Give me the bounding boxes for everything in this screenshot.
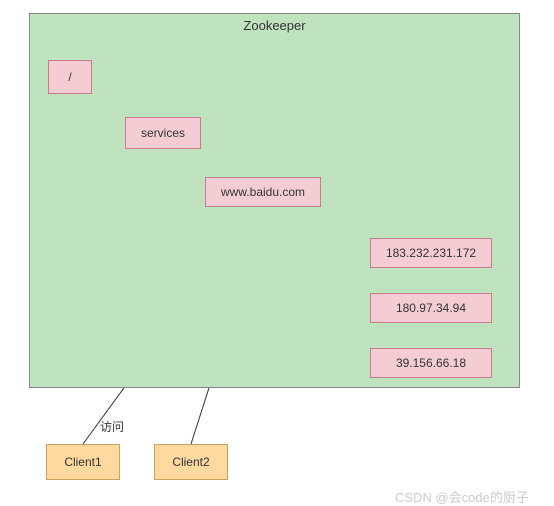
node-label: www.baidu.com — [221, 185, 305, 199]
node-label: / — [68, 70, 71, 84]
node-ip3: 39.156.66.18 — [370, 348, 492, 378]
node-label: 183.232.231.172 — [386, 246, 476, 260]
node-label: 39.156.66.18 — [396, 356, 466, 370]
node-label: services — [141, 126, 185, 140]
node-root: / — [48, 60, 92, 94]
node-ip1: 183.232.231.172 — [370, 238, 492, 268]
container-title: Zookeeper — [243, 18, 305, 33]
node-label: Client1 — [64, 455, 101, 469]
node-services: services — [125, 117, 201, 149]
node-label: 180.97.34.94 — [396, 301, 466, 315]
node-client1: Client1 — [46, 444, 120, 480]
node-baidu: www.baidu.com — [205, 177, 321, 207]
node-ip2: 180.97.34.94 — [370, 293, 492, 323]
watermark-text: CSDN @会code的厨子 — [395, 487, 529, 506]
node-client2: Client2 — [154, 444, 228, 480]
access-label: 访问 — [100, 418, 124, 435]
node-label: Client2 — [172, 455, 209, 469]
